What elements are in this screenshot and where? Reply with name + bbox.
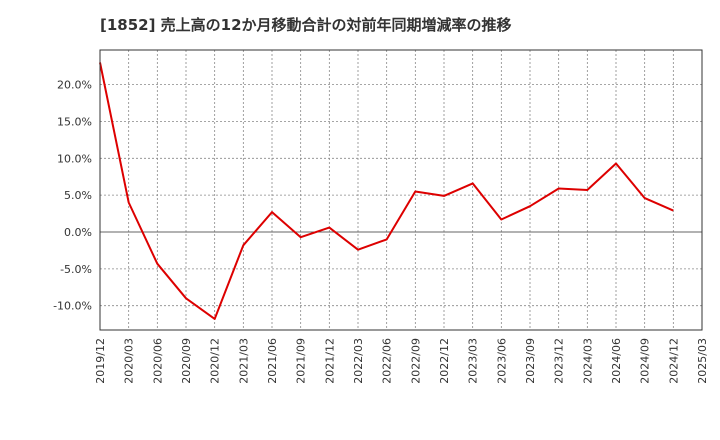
x-tick-label: 2020/09 <box>180 338 193 384</box>
x-tick-label: 2021/12 <box>323 338 336 384</box>
x-tick-label: 2021/03 <box>237 338 250 384</box>
x-tick-labels: 2019/12 2020/03 2020/06 2020/09 2020/12 2021/… <box>94 338 709 384</box>
y-tick-label: 0.0% <box>64 226 92 239</box>
x-tick-label: 2021/06 <box>266 338 279 384</box>
series-line <box>99 62 674 320</box>
y-tick-label: 20.0% <box>57 79 92 92</box>
x-tick-label: 2024/06 <box>610 338 623 384</box>
x-tick-label: 2024/12 <box>667 338 680 384</box>
plot-frame <box>99 49 703 331</box>
x-tick-label: 2020/12 <box>209 338 222 384</box>
x-tick-label: 2024/09 <box>639 338 652 384</box>
series-layer <box>99 62 674 320</box>
grid-layer <box>100 50 702 330</box>
x-tick-label: 2020/03 <box>123 338 136 384</box>
y-tick-label: 15.0% <box>57 115 92 128</box>
y-tick-labels: -10.0% -5.0% 0.0% 5.0% 10.0% 15.0% 20.0% <box>53 79 92 313</box>
x-tick-label: 2020/06 <box>151 338 164 384</box>
x-tick-label: 2023/09 <box>524 338 537 384</box>
y-tick-label: -10.0% <box>53 300 92 313</box>
y-tick-label: 5.0% <box>64 189 92 202</box>
chart-title: [1852] 売上高の12か月移動合計の対前年同期増減率の推移 <box>100 16 512 34</box>
x-tick-label: 2024/03 <box>581 338 594 384</box>
x-tick-label: 2023/03 <box>467 338 480 384</box>
x-tick-label: 2022/06 <box>381 338 394 384</box>
y-tick-label: 10.0% <box>57 152 92 165</box>
y-tick-label: -5.0% <box>60 263 92 276</box>
x-tick-label: 2022/12 <box>438 338 451 384</box>
x-tick-label: 2021/09 <box>295 338 308 384</box>
x-tick-label: 2022/09 <box>409 338 422 384</box>
x-tick-label: 2025/03 <box>696 338 709 384</box>
x-tick-label: 2023/06 <box>495 338 508 384</box>
x-tick-label: 2023/12 <box>553 338 566 384</box>
x-tick-label: 2019/12 <box>94 338 107 384</box>
x-tick-label: 2022/03 <box>352 338 365 384</box>
